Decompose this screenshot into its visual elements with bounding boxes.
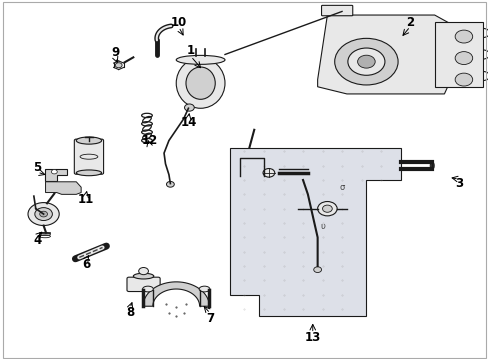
- Ellipse shape: [133, 273, 154, 279]
- FancyBboxPatch shape: [321, 5, 352, 16]
- Circle shape: [334, 39, 397, 85]
- Polygon shape: [143, 282, 209, 306]
- Circle shape: [184, 104, 194, 111]
- Ellipse shape: [76, 137, 102, 144]
- Polygon shape: [45, 182, 81, 194]
- Text: 13: 13: [304, 331, 320, 344]
- Ellipse shape: [76, 170, 102, 176]
- Ellipse shape: [429, 162, 433, 169]
- Circle shape: [51, 170, 57, 174]
- Ellipse shape: [185, 67, 215, 99]
- Text: 5: 5: [33, 161, 41, 174]
- Text: 10: 10: [170, 16, 186, 29]
- FancyBboxPatch shape: [74, 139, 103, 174]
- Circle shape: [347, 48, 384, 75]
- Text: 9: 9: [111, 46, 119, 59]
- Polygon shape: [434, 22, 483, 87]
- Circle shape: [454, 30, 472, 43]
- Circle shape: [40, 211, 47, 217]
- Text: 12: 12: [141, 134, 157, 147]
- Polygon shape: [229, 148, 400, 316]
- Ellipse shape: [176, 58, 224, 108]
- Circle shape: [139, 267, 148, 275]
- Text: υ: υ: [320, 222, 325, 231]
- Ellipse shape: [199, 286, 209, 292]
- Polygon shape: [317, 15, 453, 94]
- Circle shape: [263, 168, 274, 177]
- Text: 3: 3: [454, 177, 462, 190]
- FancyBboxPatch shape: [127, 277, 160, 292]
- Text: 6: 6: [81, 258, 90, 271]
- Text: 1: 1: [186, 44, 195, 57]
- Text: 11: 11: [78, 193, 94, 206]
- Circle shape: [322, 205, 331, 212]
- Text: 7: 7: [206, 311, 214, 325]
- Text: 8: 8: [125, 306, 134, 319]
- Ellipse shape: [176, 55, 224, 64]
- Circle shape: [317, 202, 336, 216]
- Ellipse shape: [142, 286, 153, 292]
- Circle shape: [115, 63, 122, 68]
- Circle shape: [166, 181, 174, 187]
- Circle shape: [454, 51, 472, 64]
- Text: 2: 2: [406, 16, 413, 29]
- Circle shape: [313, 267, 321, 273]
- Circle shape: [454, 73, 472, 86]
- Circle shape: [35, 208, 52, 221]
- Circle shape: [28, 203, 59, 226]
- Text: 4: 4: [33, 234, 41, 247]
- Text: 14: 14: [180, 116, 196, 129]
- Text: σ: σ: [339, 183, 344, 192]
- Circle shape: [357, 55, 374, 68]
- Polygon shape: [44, 169, 66, 181]
